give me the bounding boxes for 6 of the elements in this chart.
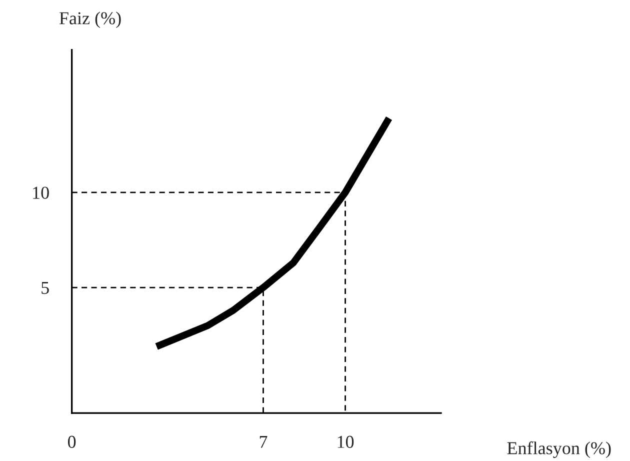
y-tick-label: 5 <box>42 282 49 294</box>
y-axis-title: Faiz (%) <box>59 12 121 28</box>
x-tick-label: 10 <box>338 436 354 448</box>
x-axis-title: Enflasyon (%) <box>507 441 611 458</box>
x-tick-label: 0 <box>68 436 76 448</box>
x-tick-label: 7 <box>260 436 268 448</box>
